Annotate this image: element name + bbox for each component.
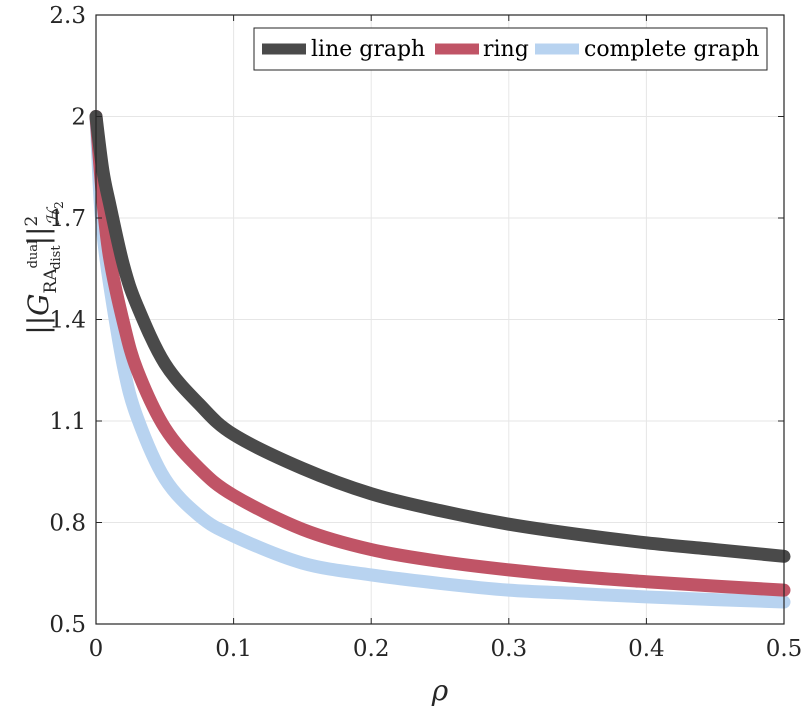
x-tick-label: 0.3 bbox=[491, 636, 528, 662]
y-tick-label: 0.5 bbox=[49, 612, 86, 638]
x-tick-label: 0.2 bbox=[353, 636, 390, 662]
legend-box bbox=[253, 27, 768, 71]
series-line-line-graph bbox=[89, 110, 791, 563]
y-tick-label: 2.3 bbox=[49, 3, 86, 29]
y-tick-label: 1.7 bbox=[49, 206, 86, 232]
legend-label-complete-graph: complete graph bbox=[584, 37, 759, 62]
axis-ticks: 0 0.1 0.2 0.3 0.4 0.5 0.5 0.8 1.1 1.4 1.7 2 2.3 bbox=[49, 3, 802, 662]
y-tick-label: 2 bbox=[71, 105, 86, 131]
y-tick-label: 1.4 bbox=[49, 308, 86, 334]
x-tick-label: 0 bbox=[89, 636, 104, 662]
x-tick-label: 0.1 bbox=[215, 636, 252, 662]
x-axis-label: ρ bbox=[431, 674, 449, 706]
x-tick-label: 0.4 bbox=[628, 636, 665, 662]
y-tick-label: 0.8 bbox=[49, 511, 86, 537]
series-line-ring bbox=[89, 110, 791, 597]
y-tick-label: 1.1 bbox=[49, 409, 86, 435]
x-tick-label: 0.5 bbox=[766, 636, 803, 662]
legend: line graph ring complete graph bbox=[253, 27, 768, 71]
y-axis-label: ||GRAdual dist||2 ℋ2 bbox=[22, 201, 66, 334]
series-layer bbox=[89, 110, 791, 609]
legend-label-line-graph: line graph bbox=[311, 37, 425, 62]
legend-label-ring: ring bbox=[483, 37, 529, 62]
